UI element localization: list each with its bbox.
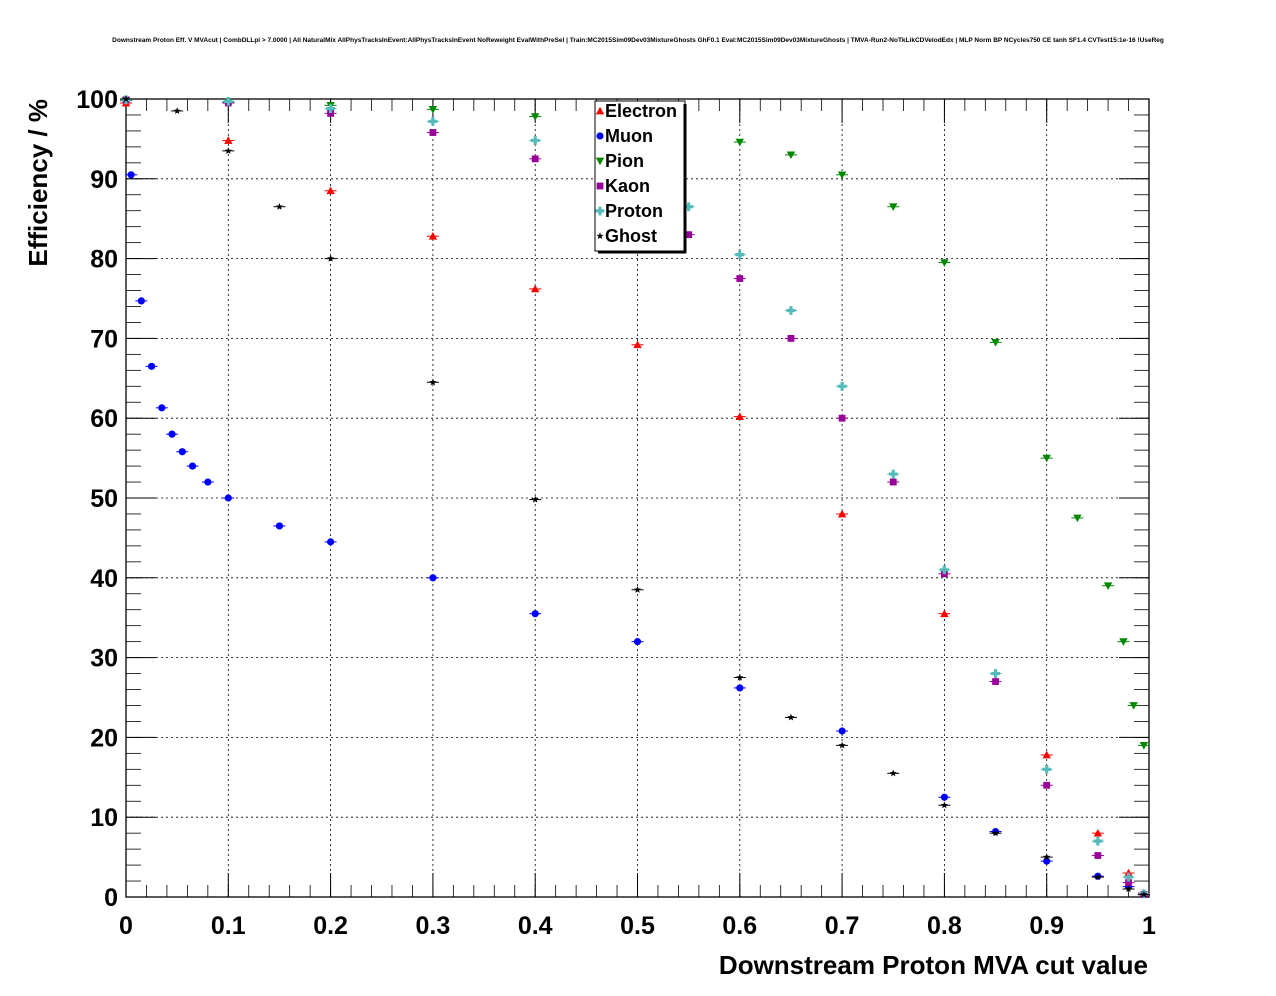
y-tick-label: 80 xyxy=(90,246,118,274)
chart-title: Downstream Proton Eff. V MVAcut | CombDL… xyxy=(112,37,1164,44)
axis-ticks xyxy=(125,98,1150,898)
y-tick-label: 40 xyxy=(90,565,118,593)
y-tick-label: 70 xyxy=(90,325,118,353)
legend-label-pion: Pion xyxy=(605,151,644,171)
y-tick-labels: 0 10 20 30 40 50 60 70 80 90 100 xyxy=(76,86,118,912)
x-tick-label: 0.4 xyxy=(518,912,553,940)
x-tick-label: 0.2 xyxy=(313,912,348,940)
legend-marker-pion xyxy=(595,157,605,166)
y-tick-label: 60 xyxy=(90,405,118,433)
legend-label-electron: Electron xyxy=(605,101,677,121)
x-tick-label: 0.3 xyxy=(416,912,451,940)
legend: Electron Muon Pion Kaon Proton Ghost xyxy=(594,100,687,254)
y-tick-label: 100 xyxy=(76,86,118,114)
series-electron xyxy=(120,98,1150,897)
data-series xyxy=(120,95,1150,899)
x-tick-label: 0.5 xyxy=(620,912,655,940)
y-axis-title: Efficiency / % xyxy=(23,99,53,267)
y-tick-label: 20 xyxy=(90,724,118,752)
legend-label-ghost: Ghost xyxy=(605,226,657,246)
legend-marker-electron xyxy=(595,106,605,115)
series-muon xyxy=(125,171,1150,899)
x-axis-title: Downstream Proton MVA cut value xyxy=(719,950,1148,980)
y-tick-label: 0 xyxy=(104,884,118,912)
legend-marker-proton xyxy=(595,206,605,216)
x-tick-label: 0.7 xyxy=(825,912,860,940)
x-tick-label: 0.6 xyxy=(722,912,757,940)
legend-label-kaon: Kaon xyxy=(605,176,650,196)
legend-entries: Electron Muon Pion Kaon Proton Ghost xyxy=(595,101,677,246)
y-tick-label: 30 xyxy=(90,645,118,673)
legend-marker-kaon xyxy=(596,182,604,190)
x-tick-label: 0.9 xyxy=(1029,912,1064,940)
series-ghost xyxy=(120,95,1150,898)
x-tick-labels: 0 0.1 0.2 0.3 0.4 0.5 0.6 0.7 0.8 0.9 1 xyxy=(119,912,1156,940)
y-tick-label: 50 xyxy=(90,485,118,513)
legend-label-muon: Muon xyxy=(605,126,653,146)
legend-marker-muon xyxy=(596,132,604,140)
y-tick-label: 10 xyxy=(90,804,118,832)
legend-label-proton: Proton xyxy=(605,201,663,221)
y-tick-label: 90 xyxy=(90,166,118,194)
legend-box xyxy=(594,100,686,252)
legend-marker-ghost xyxy=(596,232,604,240)
x-tick-label: 0 xyxy=(119,912,133,940)
x-tick-label: 0.1 xyxy=(211,912,246,940)
x-tick-label: 0.8 xyxy=(927,912,962,940)
x-tick-label: 1 xyxy=(1142,912,1156,940)
